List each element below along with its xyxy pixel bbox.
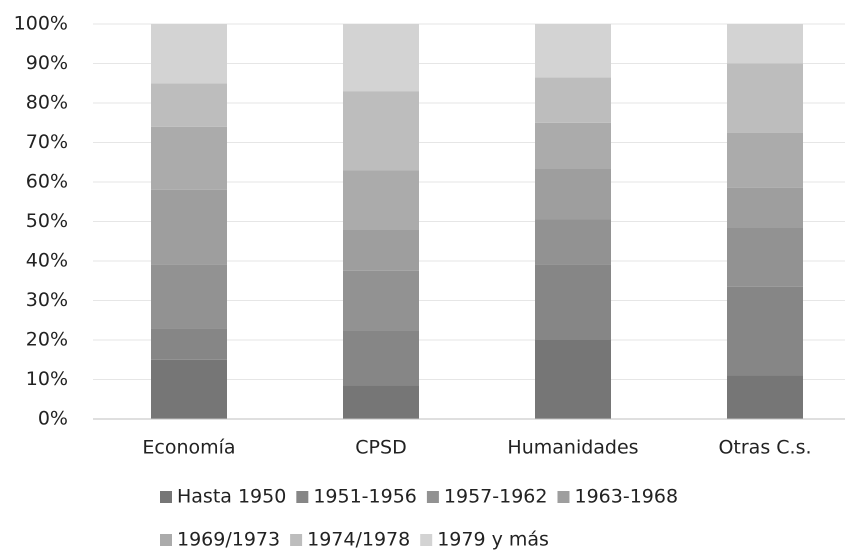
bar-segment [727, 187, 803, 228]
legend-label: 1974/1978 [307, 529, 410, 551]
legend-label: 1969/1973 [177, 529, 280, 551]
legend-swatch [160, 534, 172, 546]
bar-segment [343, 385, 419, 419]
legend-swatch [296, 491, 309, 503]
bar-segment [535, 264, 611, 340]
x-tick-label: Economía [142, 437, 235, 459]
y-tick-label: 30% [26, 289, 68, 311]
bar-segment [343, 91, 419, 171]
bar-segment [343, 270, 419, 331]
y-tick-label: 100% [14, 13, 68, 35]
legend-label: 1979 y más [437, 529, 549, 551]
y-tick-label: 40% [26, 250, 68, 272]
y-tick-label: 60% [26, 171, 68, 193]
y-tick-label: 10% [26, 368, 68, 390]
y-tick-label: 80% [26, 92, 68, 114]
bar-segment [535, 168, 611, 220]
bar-segment [151, 328, 227, 360]
legend-swatch [160, 491, 172, 503]
bar-segment [343, 24, 419, 92]
bar-segment [151, 359, 227, 419]
legend-swatch [426, 491, 439, 503]
legend-swatch [420, 534, 433, 546]
legend-label: 1963-1968 [574, 486, 678, 508]
x-tick-label: CPSD [355, 437, 406, 459]
y-tick-label: 0% [38, 408, 68, 430]
bar-segment [151, 24, 227, 84]
legend-swatch [290, 534, 303, 546]
y-tick-label: 50% [26, 210, 68, 232]
bar-segment [727, 286, 803, 376]
bar-segment [151, 264, 227, 329]
bar-segment [535, 24, 611, 78]
bar-segment [343, 229, 419, 271]
y-tick-label: 90% [26, 52, 68, 74]
bar-segment [151, 83, 227, 127]
y-tick-label: 20% [26, 329, 68, 351]
bar-segment [151, 189, 227, 265]
bar-segment [343, 330, 419, 386]
bar-segment [727, 63, 803, 133]
legend-label: 1951-1956 [313, 486, 417, 508]
legend-label: 1957-1962 [444, 486, 548, 508]
bar-segment [535, 122, 611, 169]
bar-segment [535, 77, 611, 123]
bar-segment [727, 132, 803, 188]
bar-segment [535, 219, 611, 265]
bar-segment [727, 24, 803, 64]
bar-segment [151, 126, 227, 190]
bar-segment [727, 375, 803, 419]
x-tick-label: Otras C.s. [718, 437, 811, 459]
legend-label: Hasta 1950 [177, 486, 286, 508]
x-tick-label: Humanidades [507, 437, 638, 459]
bar-segment [535, 340, 611, 419]
bar-segment [727, 227, 803, 287]
y-tick-label: 70% [26, 131, 68, 153]
bar-segment [343, 170, 419, 230]
legend-swatch [557, 491, 570, 503]
